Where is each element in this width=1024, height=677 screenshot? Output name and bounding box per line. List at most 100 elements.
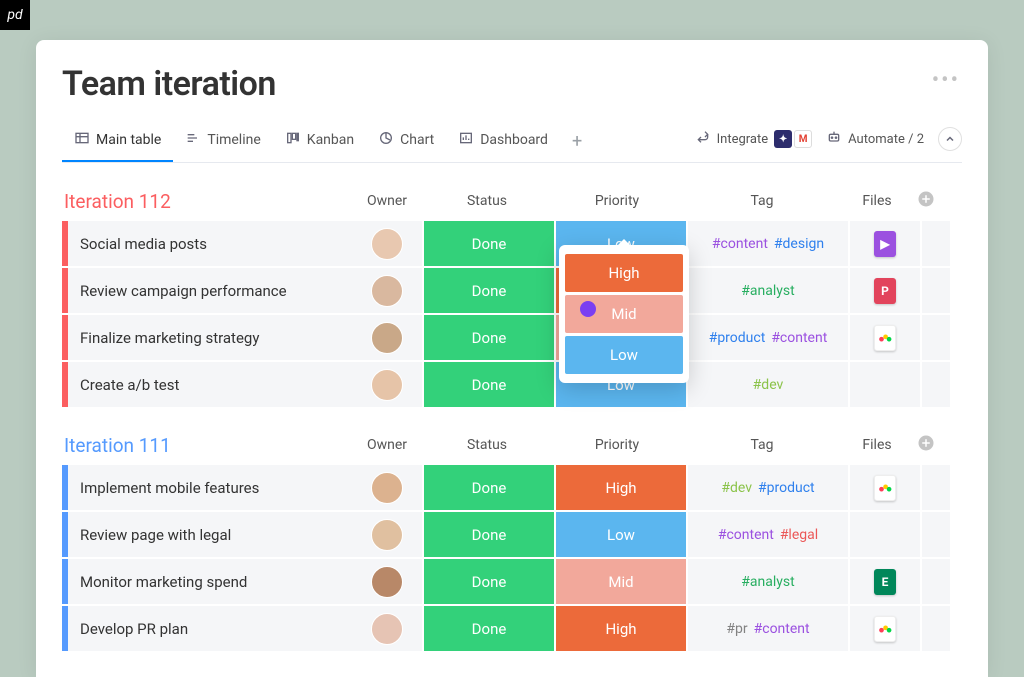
tag[interactable]: #content: [718, 527, 774, 543]
item-name[interactable]: Implement mobile features: [68, 465, 352, 510]
column-header[interactable]: Status: [422, 193, 552, 209]
column-header[interactable]: Owner: [352, 437, 422, 453]
tag[interactable]: #design: [774, 236, 824, 252]
owner-cell[interactable]: [352, 465, 422, 510]
status-cell[interactable]: Done: [424, 512, 554, 557]
item-name[interactable]: Review campaign performance: [68, 268, 352, 313]
item-name[interactable]: Finalize marketing strategy: [68, 315, 352, 360]
add-view-button[interactable]: +: [560, 123, 594, 162]
board-panel: ••• Team iteration Main tableTimelineKan…: [36, 40, 988, 677]
status-cell[interactable]: Done: [424, 559, 554, 604]
owner-cell[interactable]: [352, 315, 422, 360]
collapse-button[interactable]: [938, 127, 962, 151]
row-extra-cell: [922, 559, 950, 604]
table-row[interactable]: Finalize marketing strategyDoneMid#produ…: [62, 315, 962, 360]
row-extra-cell: [922, 362, 950, 407]
view-tab-chart[interactable]: Chart: [366, 122, 446, 162]
item-name[interactable]: Review page with legal: [68, 512, 352, 557]
table-row[interactable]: Monitor marketing spend DoneMid #analyst E: [62, 559, 962, 604]
tag[interactable]: #pr: [726, 621, 747, 637]
priority-cell[interactable]: High: [556, 606, 686, 651]
automate-button[interactable]: Automate / 2: [826, 129, 924, 149]
tag[interactable]: #content: [771, 330, 827, 346]
priority-cell[interactable]: High: [556, 465, 686, 510]
column-header[interactable]: Priority: [552, 437, 682, 453]
tag-cell[interactable]: #dev #product: [688, 465, 848, 510]
tag-cell[interactable]: #content #design: [688, 221, 848, 266]
column-header[interactable]: Priority: [552, 193, 682, 209]
files-cell[interactable]: [850, 465, 920, 510]
table-row[interactable]: Implement mobile featuresDoneHigh#dev #p…: [62, 465, 962, 510]
more-menu-icon[interactable]: •••: [932, 68, 960, 93]
automate-label: Automate / 2: [848, 132, 924, 147]
add-column-button[interactable]: [912, 433, 940, 457]
add-column-button[interactable]: [912, 189, 940, 213]
tag-cell[interactable]: #dev: [688, 362, 848, 407]
view-tab-kanban[interactable]: Kanban: [273, 122, 366, 162]
owner-cell[interactable]: [352, 362, 422, 407]
dashboard-icon: [458, 130, 474, 150]
status-cell[interactable]: Done: [424, 221, 554, 266]
priority-option[interactable]: Low: [565, 336, 683, 374]
table-row[interactable]: Create a/b testDoneLow#dev: [62, 362, 962, 407]
avatar: [371, 228, 403, 260]
files-cell[interactable]: [850, 606, 920, 651]
files-cell[interactable]: ▶: [850, 221, 920, 266]
column-header[interactable]: Tag: [682, 437, 842, 453]
view-tab-table[interactable]: Main table: [62, 122, 173, 162]
owner-cell[interactable]: [352, 559, 422, 604]
avatar: [371, 613, 403, 645]
files-cell[interactable]: E: [850, 559, 920, 604]
owner-cell[interactable]: [352, 512, 422, 557]
priority-cell[interactable]: Low: [556, 512, 686, 557]
column-header[interactable]: Tag: [682, 193, 842, 209]
status-cell[interactable]: Done: [424, 362, 554, 407]
avatar: [371, 369, 403, 401]
column-header[interactable]: Files: [842, 437, 912, 453]
tag[interactable]: #content: [754, 621, 810, 637]
tag-cell[interactable]: #analyst: [688, 559, 848, 604]
group-title[interactable]: Iteration 111: [62, 434, 352, 457]
status-cell[interactable]: Done: [424, 268, 554, 313]
tag-cell[interactable]: #analyst: [688, 268, 848, 313]
item-name[interactable]: Social media posts: [68, 221, 352, 266]
column-header[interactable]: Status: [422, 437, 552, 453]
table-row[interactable]: Social media postsDoneLow#content #desig…: [62, 221, 962, 266]
column-header[interactable]: Files: [842, 193, 912, 209]
view-tab-dashboard[interactable]: Dashboard: [446, 122, 560, 162]
tag-cell[interactable]: #product #content: [688, 315, 848, 360]
tag[interactable]: #dev: [721, 480, 752, 496]
status-cell[interactable]: Done: [424, 315, 554, 360]
view-tab-timeline[interactable]: Timeline: [173, 122, 272, 162]
table-row[interactable]: Review page with legalDoneLow#content #l…: [62, 512, 962, 557]
tag[interactable]: #content: [712, 236, 768, 252]
priority-cell[interactable]: Mid: [556, 559, 686, 604]
tag[interactable]: #dev: [753, 377, 784, 393]
item-name[interactable]: Monitor marketing spend: [68, 559, 352, 604]
tag-cell[interactable]: #pr #content: [688, 606, 848, 651]
files-cell[interactable]: [850, 315, 920, 360]
column-header[interactable]: Owner: [352, 193, 422, 209]
owner-cell[interactable]: [352, 221, 422, 266]
tag-cell[interactable]: #content #legal: [688, 512, 848, 557]
item-name[interactable]: Develop PR plan: [68, 606, 352, 651]
item-name[interactable]: Create a/b test: [68, 362, 352, 407]
tag[interactable]: #product: [709, 330, 766, 346]
priority-option[interactable]: High: [565, 254, 683, 292]
files-cell[interactable]: [850, 512, 920, 557]
status-cell[interactable]: Done: [424, 606, 554, 651]
group-title[interactable]: Iteration 112: [62, 190, 352, 213]
status-cell[interactable]: Done: [424, 465, 554, 510]
tag[interactable]: #product: [758, 480, 815, 496]
files-cell[interactable]: [850, 362, 920, 407]
tag[interactable]: #legal: [780, 527, 818, 543]
table-row[interactable]: Develop PR planDoneHigh#pr #content: [62, 606, 962, 651]
table-row[interactable]: Review campaign performanceDoneHigh#anal…: [62, 268, 962, 313]
table-icon: [74, 130, 90, 150]
tag[interactable]: #analyst: [741, 283, 794, 299]
owner-cell[interactable]: [352, 268, 422, 313]
owner-cell[interactable]: [352, 606, 422, 651]
tag[interactable]: #analyst: [741, 574, 794, 590]
integrate-button[interactable]: Integrate ✦M: [695, 129, 813, 149]
files-cell[interactable]: P: [850, 268, 920, 313]
